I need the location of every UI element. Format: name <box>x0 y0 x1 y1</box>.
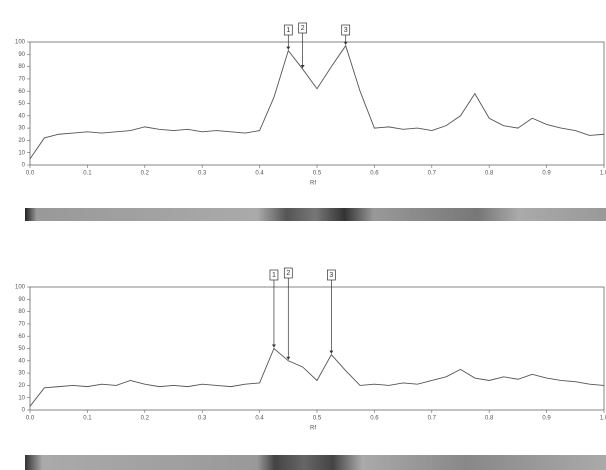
peak-label-box <box>341 24 351 36</box>
y-tick-label: 0 <box>22 163 26 169</box>
y-tick-label: 60 <box>18 334 25 340</box>
plot-frame <box>29 41 605 166</box>
peak-label: 1 <box>286 27 290 34</box>
x-tick-label: 0.5 <box>313 171 322 177</box>
x-tick-label: 0.3 <box>198 171 207 177</box>
peak-label-box <box>298 22 307 34</box>
y-tick-label: 80 <box>18 309 25 315</box>
peak-label: 2 <box>286 270 290 277</box>
peak-arrow-head <box>286 46 291 50</box>
x-tick-label: 0.3 <box>198 416 207 422</box>
peak-label: 3 <box>344 27 348 34</box>
x-tick-label: 0.7 <box>428 416 437 422</box>
y-tick-label: 100 <box>15 40 26 46</box>
y-tick-label: 10 <box>18 150 25 156</box>
x-tick-label: 0.1 <box>83 416 92 422</box>
y-tick-label: 60 <box>18 89 25 95</box>
x-tick-label: 0.9 <box>542 416 551 422</box>
y-tick-label: 30 <box>18 371 25 377</box>
data-line <box>29 44 605 160</box>
x-tick-label: 0.0 <box>26 171 35 177</box>
x-tick-label: 1.0 <box>600 171 606 177</box>
y-tick-label: 10 <box>18 395 25 401</box>
peak-label-box <box>327 269 336 281</box>
y-tick-label: 20 <box>18 138 25 144</box>
data-line <box>29 347 605 407</box>
y-tick-label: 90 <box>18 52 25 58</box>
y-tick-label: 0 <box>22 408 26 414</box>
x-tick-label: 0.2 <box>141 171 150 177</box>
peak-arrow-head <box>271 344 276 348</box>
x-tick-label: 0.4 <box>255 416 264 422</box>
gel-strip <box>25 455 606 470</box>
y-tick-label: 20 <box>18 383 25 389</box>
x-axis-label: Rf <box>310 426 316 432</box>
y-tick-label: 50 <box>18 101 25 107</box>
peak-label-box <box>269 269 279 281</box>
x-tick-label: 0.6 <box>370 171 379 177</box>
plot-frame <box>29 286 605 411</box>
x-tick-label: 0.1 <box>83 171 92 177</box>
y-tick-label: 90 <box>18 297 25 303</box>
x-tick-label: 0.8 <box>485 171 494 177</box>
peak-arrow-head <box>300 65 305 69</box>
y-tick-label: 40 <box>18 358 25 364</box>
peak-label: 2 <box>301 25 305 32</box>
y-tick-label: 70 <box>18 76 25 82</box>
x-tick-label: 1.0 <box>600 416 606 422</box>
peak-arrow-head <box>343 41 348 45</box>
y-tick-label: 100 <box>15 285 26 291</box>
peak-label-box <box>283 24 293 36</box>
x-tick-label: 0.7 <box>428 171 437 177</box>
x-axis-label: Rf <box>310 181 316 187</box>
y-tick-label: 40 <box>18 113 25 119</box>
x-tick-label: 0.5 <box>313 416 322 422</box>
y-tick-label: 80 <box>18 64 25 70</box>
y-tick-label: 70 <box>18 321 25 327</box>
x-tick-label: 0.4 <box>255 171 264 177</box>
peak-arrow-head <box>329 350 334 354</box>
gel-strip <box>25 208 606 221</box>
x-tick-label: 0.8 <box>485 416 494 422</box>
peak-label: 3 <box>329 272 333 279</box>
x-tick-label: 0.6 <box>370 416 379 422</box>
y-tick-label: 50 <box>18 346 25 352</box>
y-tick-label: 30 <box>18 126 25 132</box>
peak-label: 1 <box>272 272 276 279</box>
x-tick-label: 0.2 <box>141 416 150 422</box>
peak-arrow-head <box>286 356 291 360</box>
x-tick-label: 0.0 <box>26 416 35 422</box>
peak-label-box <box>283 267 293 279</box>
x-tick-label: 0.9 <box>542 171 551 177</box>
